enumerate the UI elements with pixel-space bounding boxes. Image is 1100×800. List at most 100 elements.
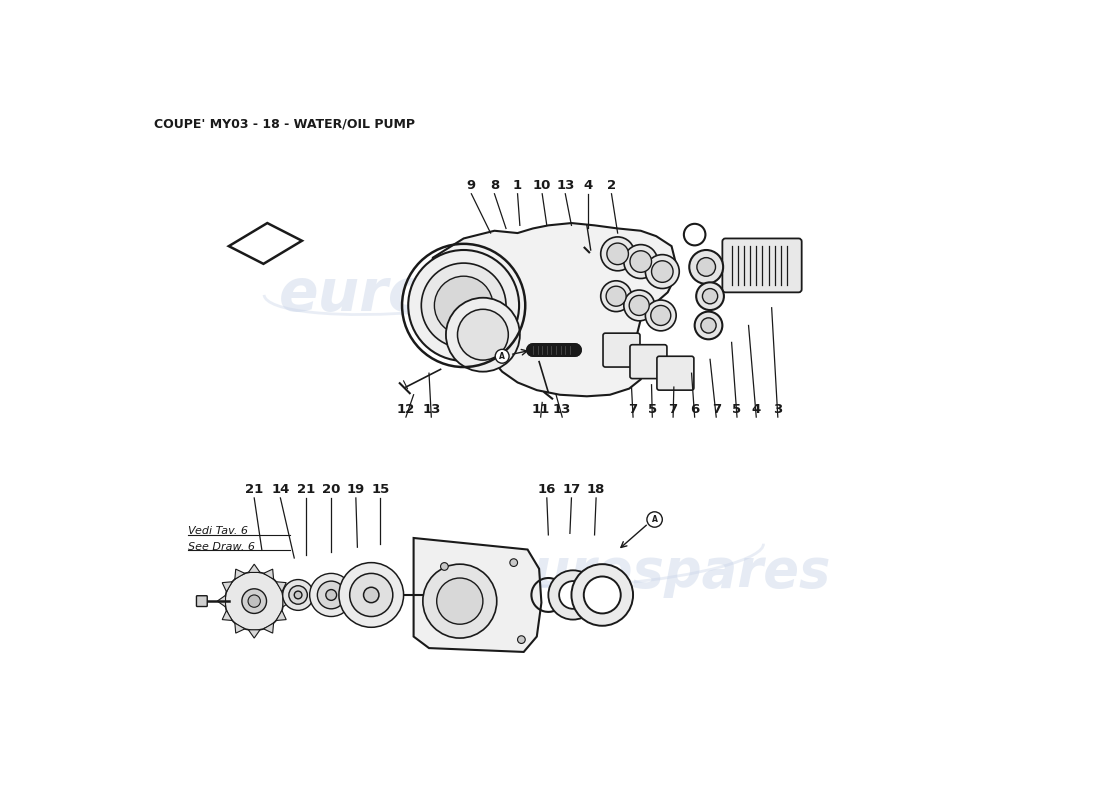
Circle shape [509, 558, 518, 566]
Circle shape [226, 572, 284, 630]
Text: A: A [499, 352, 505, 361]
Text: 7: 7 [628, 402, 638, 415]
Text: 18: 18 [587, 483, 605, 496]
Polygon shape [222, 610, 232, 621]
Circle shape [646, 300, 676, 331]
Polygon shape [234, 569, 245, 579]
FancyBboxPatch shape [603, 333, 640, 367]
Text: COUPE' MY03 - 18 - WATER/OIL PUMP: COUPE' MY03 - 18 - WATER/OIL PUMP [154, 118, 415, 130]
FancyBboxPatch shape [657, 356, 694, 390]
Circle shape [646, 254, 680, 289]
Text: 17: 17 [562, 483, 581, 496]
Polygon shape [414, 538, 541, 652]
Polygon shape [222, 582, 232, 592]
FancyBboxPatch shape [197, 596, 207, 606]
Circle shape [651, 306, 671, 326]
Circle shape [624, 290, 654, 321]
Circle shape [434, 276, 493, 334]
Circle shape [408, 250, 519, 361]
Polygon shape [218, 595, 226, 607]
Circle shape [437, 578, 483, 624]
Circle shape [559, 581, 587, 609]
Circle shape [548, 570, 597, 619]
Text: 13: 13 [553, 402, 571, 415]
Circle shape [318, 581, 345, 609]
Polygon shape [276, 610, 286, 621]
Circle shape [446, 298, 520, 372]
Circle shape [697, 258, 715, 276]
Polygon shape [276, 582, 286, 592]
Text: 3: 3 [773, 402, 782, 415]
Text: 16: 16 [538, 483, 556, 496]
Text: 13: 13 [422, 402, 440, 415]
Circle shape [651, 261, 673, 282]
Text: See Draw. 6: See Draw. 6 [188, 542, 255, 552]
Circle shape [363, 587, 378, 602]
Circle shape [283, 579, 313, 610]
Polygon shape [431, 223, 675, 396]
Text: 1: 1 [513, 179, 522, 192]
Text: 10: 10 [534, 179, 551, 192]
Text: 5: 5 [648, 402, 657, 415]
Polygon shape [229, 223, 301, 264]
Text: 21: 21 [245, 483, 263, 496]
Polygon shape [249, 564, 260, 573]
Circle shape [695, 312, 723, 339]
Circle shape [690, 250, 723, 284]
Text: 19: 19 [346, 483, 365, 496]
Text: 14: 14 [272, 483, 289, 496]
Circle shape [495, 350, 509, 363]
Circle shape [696, 282, 724, 310]
Text: 6: 6 [690, 402, 700, 415]
Circle shape [242, 589, 266, 614]
Text: 4: 4 [584, 179, 593, 192]
Circle shape [422, 564, 497, 638]
Text: eurospares: eurospares [279, 266, 648, 323]
Text: 12: 12 [397, 402, 415, 415]
Text: 5: 5 [733, 402, 741, 415]
Text: 11: 11 [531, 402, 550, 415]
Circle shape [624, 245, 658, 278]
Circle shape [518, 636, 526, 643]
Circle shape [703, 289, 717, 304]
Polygon shape [234, 623, 245, 633]
Text: eurospares: eurospares [497, 546, 830, 598]
Text: 20: 20 [322, 483, 340, 496]
Circle shape [572, 564, 634, 626]
Circle shape [339, 562, 404, 627]
Circle shape [601, 237, 635, 270]
Text: 9: 9 [466, 179, 476, 192]
Circle shape [629, 295, 649, 315]
Text: 8: 8 [490, 179, 499, 192]
Circle shape [295, 591, 301, 599]
Text: 2: 2 [607, 179, 616, 192]
Circle shape [440, 562, 449, 570]
Circle shape [601, 281, 631, 312]
Circle shape [350, 574, 393, 617]
Circle shape [326, 590, 337, 600]
Circle shape [458, 310, 508, 360]
Circle shape [584, 577, 620, 614]
Polygon shape [283, 595, 292, 607]
Circle shape [630, 250, 651, 272]
Polygon shape [264, 569, 274, 579]
Text: 7: 7 [669, 402, 678, 415]
Text: 7: 7 [712, 402, 720, 415]
Text: 21: 21 [297, 483, 315, 496]
Text: 15: 15 [372, 483, 389, 496]
Text: Vedi Tav. 6: Vedi Tav. 6 [188, 526, 248, 537]
Circle shape [289, 586, 307, 604]
FancyBboxPatch shape [723, 238, 802, 292]
Circle shape [647, 512, 662, 527]
Text: 4: 4 [751, 402, 761, 415]
Text: 13: 13 [557, 179, 574, 192]
Circle shape [421, 263, 506, 348]
Text: A: A [651, 515, 658, 524]
Polygon shape [264, 623, 274, 633]
Circle shape [607, 243, 628, 265]
Circle shape [310, 574, 353, 617]
Polygon shape [249, 630, 260, 638]
Circle shape [249, 595, 261, 607]
Circle shape [606, 286, 626, 306]
FancyBboxPatch shape [630, 345, 667, 378]
